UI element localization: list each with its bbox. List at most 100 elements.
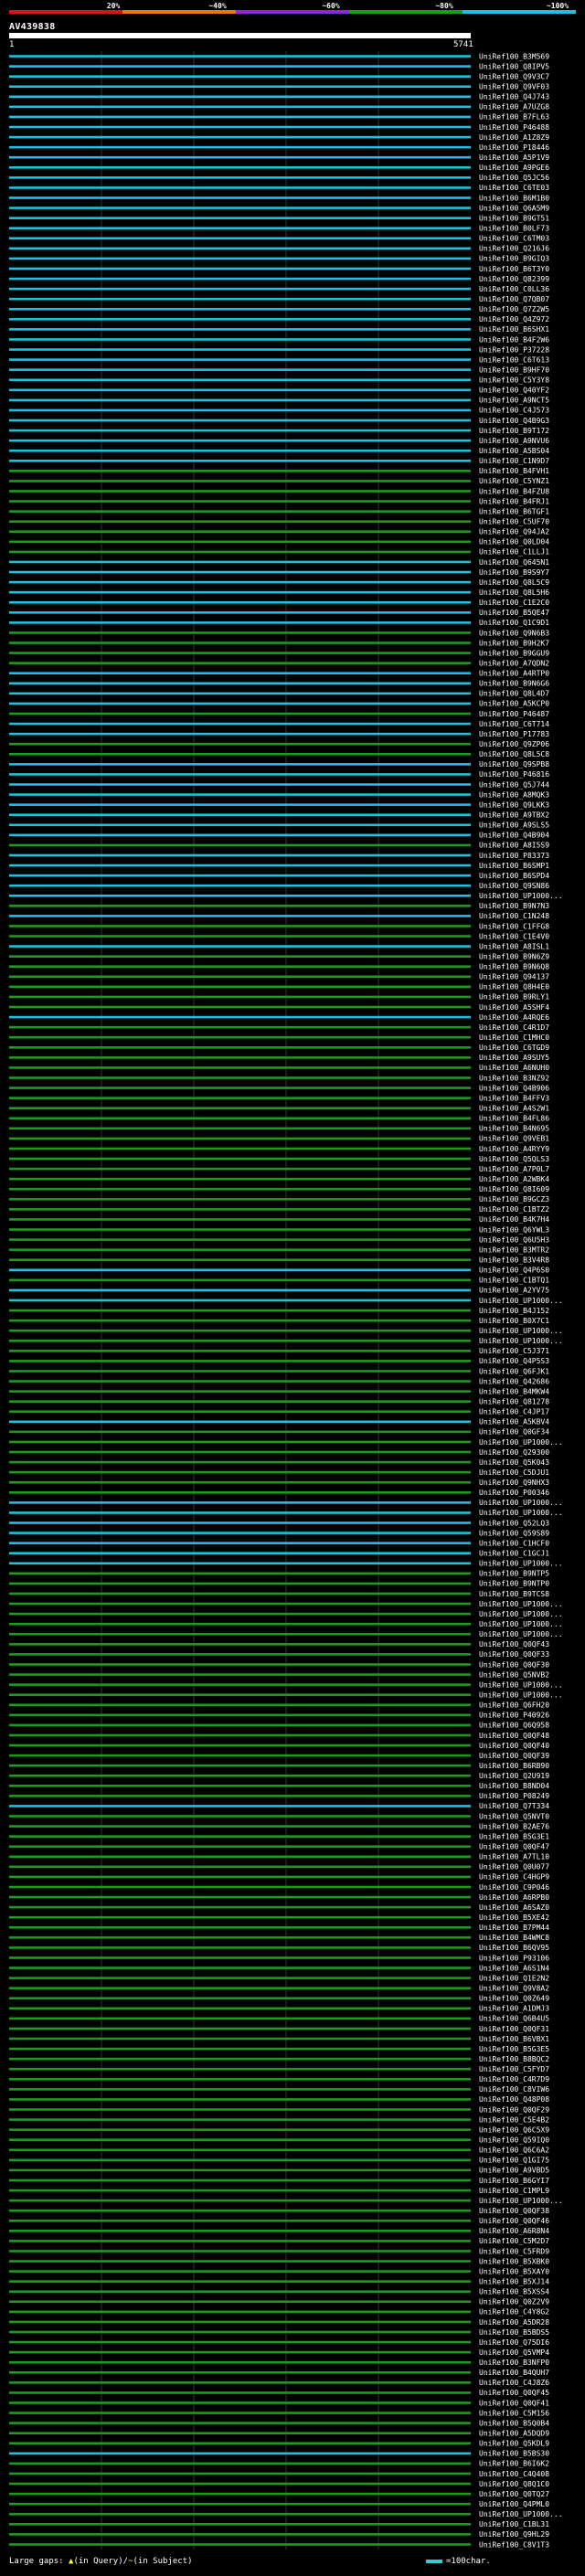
hit-bar[interactable]	[9, 1167, 471, 1171]
hit-bar[interactable]	[9, 1430, 471, 1434]
hit-label[interactable]: UniRef100_B8BQC2	[479, 2055, 549, 2063]
hit-label[interactable]: UniRef100_Q9V8A2	[479, 1984, 549, 1992]
hit-label[interactable]: UniRef100_B5G3E1	[479, 1832, 549, 1840]
hit-label[interactable]: UniRef100_Q6YWL3	[479, 1225, 549, 1234]
hit-label[interactable]: UniRef100_A9SUY5	[479, 1054, 549, 1062]
hit-bar[interactable]	[9, 1754, 471, 1757]
hit-bar[interactable]	[9, 1005, 471, 1009]
hit-label[interactable]: UniRef100_Q1E2N2	[479, 1974, 549, 1982]
hit-bar[interactable]	[9, 459, 471, 462]
hit-label[interactable]: UniRef100_C5M156	[479, 2409, 549, 2417]
hit-label[interactable]: UniRef100_Q0QF45	[479, 2389, 549, 2397]
hit-label[interactable]: UniRef100_UP1000...	[479, 1438, 563, 1447]
hit-label[interactable]: UniRef100_B4QUH7	[479, 2369, 549, 2377]
hit-label[interactable]: UniRef100_Q0QF48	[479, 1732, 549, 1740]
hit-bar[interactable]	[9, 1663, 471, 1666]
hit-bar[interactable]	[9, 611, 471, 614]
hit-bar[interactable]	[9, 2462, 471, 2465]
hit-bar[interactable]	[9, 1815, 471, 1818]
hit-label[interactable]: UniRef100_A9NCT5	[479, 397, 549, 405]
hit-bar[interactable]	[9, 975, 471, 979]
hit-label[interactable]: UniRef100_B5XJ14	[479, 2277, 549, 2285]
hit-label[interactable]: UniRef100_Q8I609	[479, 1185, 549, 1193]
hit-bar[interactable]	[9, 449, 471, 452]
hit-label[interactable]: UniRef100_C4R1D7	[479, 1023, 549, 1032]
hit-bar[interactable]	[9, 1905, 471, 1909]
hit-label[interactable]: UniRef100_Q52LQ3	[479, 1519, 549, 1527]
hit-label[interactable]: UniRef100_P00346	[479, 1489, 549, 1497]
hit-label[interactable]: UniRef100_Q5QLS3	[479, 1155, 549, 1163]
hit-label[interactable]: UniRef100_Q5NVB2	[479, 1670, 549, 1679]
hit-label[interactable]: UniRef100_C1GCJ1	[479, 1550, 549, 1558]
hit-label[interactable]: UniRef100_A2WBK4	[479, 1175, 549, 1183]
hit-bar[interactable]	[9, 1045, 471, 1049]
hit-bar[interactable]	[9, 823, 471, 827]
hit-label[interactable]: UniRef100_B6I6K2	[479, 2460, 549, 2468]
hit-label[interactable]: UniRef100_UP1000...	[479, 1630, 563, 1638]
hit-bar[interactable]	[9, 590, 471, 594]
hit-bar[interactable]	[9, 1673, 471, 1676]
hit-bar[interactable]	[9, 1420, 471, 1424]
hit-bar[interactable]	[9, 1885, 471, 1889]
hit-label[interactable]: UniRef100_B5QE47	[479, 609, 549, 617]
hit-label[interactable]: UniRef100_A5DQD9	[479, 2430, 549, 2438]
hit-bar[interactable]	[9, 925, 471, 928]
hit-label[interactable]: UniRef100_C4JP17	[479, 1408, 549, 1416]
hit-label[interactable]: UniRef100_B5G3E5	[479, 2045, 549, 2053]
hit-bar[interactable]	[9, 1491, 471, 1494]
hit-bar[interactable]	[9, 1622, 471, 1626]
hit-label[interactable]: UniRef100_C1MPL9	[479, 2187, 549, 2195]
hit-bar[interactable]	[9, 1825, 471, 1828]
hit-bar[interactable]	[9, 135, 471, 139]
hit-label[interactable]: UniRef100_A6SAZ0	[479, 1903, 549, 1912]
hit-label[interactable]: UniRef100_Q216J6	[479, 245, 549, 253]
hit-bar[interactable]	[9, 1997, 471, 2000]
hit-label[interactable]: UniRef100_Q5JC56	[479, 174, 549, 182]
hit-label[interactable]: UniRef100_Q6C6A2	[479, 2147, 549, 2155]
hit-bar[interactable]	[9, 2512, 471, 2516]
hit-label[interactable]: UniRef100_C5FRD9	[479, 2247, 549, 2255]
hit-bar[interactable]	[9, 1066, 471, 1069]
hit-bar[interactable]	[9, 186, 471, 189]
hit-label[interactable]: UniRef100_B4N695	[479, 1125, 549, 1133]
hit-label[interactable]: UniRef100_Q0QF46	[479, 2217, 549, 2225]
hit-bar[interactable]	[9, 1087, 471, 1089]
hit-bar[interactable]	[9, 843, 471, 847]
hit-label[interactable]: UniRef100_B4WMC8	[479, 1934, 549, 1942]
hit-bar[interactable]	[9, 2230, 471, 2232]
hit-bar[interactable]	[9, 1380, 471, 1383]
hit-bar[interactable]	[9, 1774, 471, 1777]
hit-bar[interactable]	[9, 1521, 471, 1524]
hit-bar[interactable]	[9, 641, 471, 644]
hit-bar[interactable]	[9, 1795, 471, 1797]
hit-bar[interactable]	[9, 520, 471, 524]
hit-bar[interactable]	[9, 2472, 471, 2475]
hit-bar[interactable]	[9, 2492, 471, 2496]
hit-bar[interactable]	[9, 2502, 471, 2506]
hit-bar[interactable]	[9, 2178, 471, 2182]
hit-label[interactable]: UniRef100_A6S1N4	[479, 1964, 549, 1972]
hit-bar[interactable]	[9, 1350, 471, 1352]
hit-label[interactable]: UniRef100_B0X7C1	[479, 1317, 549, 1325]
hit-bar[interactable]	[9, 318, 471, 321]
hit-label[interactable]: UniRef100_C0LL36	[479, 285, 549, 293]
hit-bar[interactable]	[9, 338, 471, 341]
hit-bar[interactable]	[9, 732, 471, 736]
hit-label[interactable]: UniRef100_B4FVH1	[479, 467, 549, 475]
hit-label[interactable]: UniRef100_P46488	[479, 123, 549, 132]
hit-bar[interactable]	[9, 1915, 471, 1919]
hit-bar[interactable]	[9, 2290, 471, 2294]
hit-bar[interactable]	[9, 1480, 471, 1484]
hit-label[interactable]: UniRef100_B9GGU9	[479, 649, 549, 657]
hit-label[interactable]: UniRef100_A8I5S9	[479, 842, 549, 850]
hit-bar[interactable]	[9, 247, 471, 250]
hit-bar[interactable]	[9, 297, 471, 301]
hit-label[interactable]: UniRef100_A1Z8Z9	[479, 133, 549, 142]
hit-label[interactable]: UniRef100_Q0GF34	[479, 1428, 549, 1436]
hit-label[interactable]: UniRef100_B6SHX1	[479, 325, 549, 334]
hit-bar[interactable]	[9, 712, 471, 716]
hit-label[interactable]: UniRef100_B6M1B0	[479, 194, 549, 202]
hit-bar[interactable]	[9, 348, 471, 351]
hit-bar[interactable]	[9, 2412, 471, 2414]
hit-bar[interactable]	[9, 2300, 471, 2304]
